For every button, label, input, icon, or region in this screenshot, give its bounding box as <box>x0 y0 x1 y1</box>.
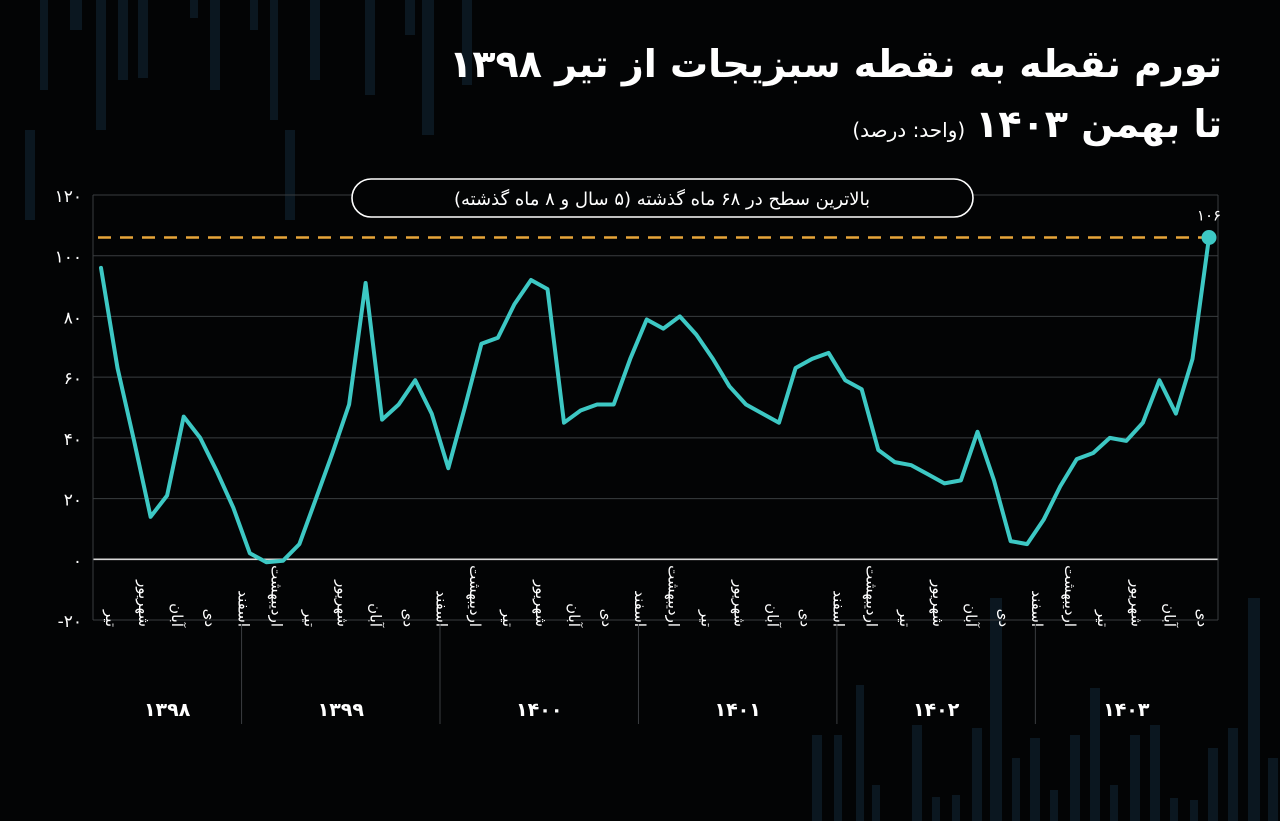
background-bar <box>70 0 82 30</box>
background-bar <box>1228 728 1238 821</box>
background-bar <box>190 0 198 18</box>
background-bar <box>138 0 148 78</box>
title-line2: تا بهمن ۱۴۰۳ <box>975 102 1222 146</box>
x-tick-label: شهریور <box>929 579 947 627</box>
y-tick-label: ۰ <box>73 551 82 571</box>
year-label: ۱۴۰۲ <box>913 699 960 721</box>
x-tick-label: آبان <box>764 603 782 628</box>
x-tick-label: تیر <box>300 609 318 627</box>
background-bar <box>422 0 434 135</box>
background-bar <box>932 797 940 821</box>
background-bar <box>405 0 415 35</box>
background-bar <box>972 728 982 821</box>
x-tick-label: اسفند <box>1028 590 1046 627</box>
x-tick-label: اسفند <box>830 590 848 627</box>
x-tick-label: دی <box>201 609 219 627</box>
x-tick-label: تیر <box>896 609 914 627</box>
background-bar <box>210 0 220 90</box>
title-line1: تورم نقطه به نقطه سبزیجات از تیر ۱۳۹۸ <box>449 42 1222 86</box>
x-tick-label: اردیبهشت <box>1061 565 1079 627</box>
background-bar <box>1130 735 1140 821</box>
y-tick-label: ۲۰ <box>64 491 82 511</box>
x-tick-label: آبان <box>962 603 980 628</box>
last-point-marker <box>1201 230 1217 245</box>
x-tick-label: دی <box>1194 609 1212 627</box>
year-label: ۱۳۹۹ <box>318 699 365 721</box>
year-label: ۱۴۰۳ <box>1103 699 1150 721</box>
x-tick-label: اردیبهشت <box>863 565 881 627</box>
background-bar <box>912 725 922 821</box>
background-bar <box>990 598 1002 821</box>
chart-title-second-line: تا بهمن ۱۴۰۳ (واحد: درصد) <box>852 98 1222 158</box>
x-tick-label: شهریور <box>730 579 748 627</box>
background-bar <box>96 0 106 130</box>
x-tick-label: آبان <box>565 603 583 628</box>
x-tick-label: دی <box>995 609 1013 627</box>
background-bar <box>285 130 295 220</box>
x-tick-label: اردیبهشت <box>466 565 484 627</box>
y-tick-label: ۴۰ <box>64 430 82 450</box>
background-bar <box>40 0 48 90</box>
background-bar <box>1170 798 1178 821</box>
background-bar <box>1070 735 1080 821</box>
last-point-label: ۱۰۶ <box>1197 207 1221 225</box>
year-label: ۱۳۹۸ <box>144 699 191 721</box>
y-tick-label: ۸۰ <box>64 308 82 328</box>
x-tick-label: تیر <box>1094 609 1112 627</box>
x-tick-label: دی <box>797 609 815 627</box>
x-tick-label: شهریور <box>1127 579 1145 627</box>
background-bar <box>952 795 960 821</box>
x-tick-label: تیر <box>697 609 715 627</box>
background-bar <box>365 0 375 95</box>
x-tick-label: دی <box>400 609 418 627</box>
y-tick-label: ۶۰ <box>64 369 82 389</box>
background-bar <box>270 0 278 120</box>
background-bar <box>1110 785 1118 821</box>
background-bar <box>1012 758 1020 821</box>
background-bar <box>1248 598 1260 821</box>
background-bar <box>25 130 35 220</box>
y-tick-label: ۱۲۰ <box>55 187 82 207</box>
background-bar <box>812 735 822 821</box>
x-tick-label: تیر <box>102 609 120 627</box>
background-bar <box>250 0 258 30</box>
background-bar <box>856 685 864 821</box>
annotation-text: بالاترین سطح در ۶۸ ماه گذشته (۵ سال و ۸ … <box>454 188 870 210</box>
chart-title: تورم نقطه به نقطه سبزیجات از تیر ۱۳۹۸ <box>449 38 1222 90</box>
background-bar <box>462 0 472 85</box>
background-bar <box>1190 800 1198 821</box>
x-tick-label: آبان <box>168 603 186 628</box>
y-tick-label: ۱۰۰ <box>55 248 82 268</box>
x-tick-label: اردیبهشت <box>267 565 285 627</box>
background-bar <box>118 0 128 80</box>
background-bar <box>872 785 880 821</box>
y-tick-label: -۲۰ <box>58 612 82 632</box>
x-tick-label: تیر <box>499 609 517 627</box>
x-tick-label: آبان <box>1160 603 1178 628</box>
x-tick-label: اردیبهشت <box>664 565 682 627</box>
year-label: ۱۴۰۰ <box>516 699 562 721</box>
x-tick-label: آبان <box>367 603 385 628</box>
x-tick-label: شهریور <box>135 579 153 627</box>
background-bar <box>834 735 842 821</box>
year-label: ۱۴۰۱ <box>714 699 760 721</box>
annotation-box <box>351 178 974 218</box>
x-tick-label: شهریور <box>334 579 352 627</box>
x-tick-label: اسفند <box>631 590 649 627</box>
series-line <box>99 235 1211 565</box>
background-bar <box>1208 748 1218 821</box>
background-bar <box>1150 725 1160 821</box>
background-bar <box>310 0 320 80</box>
background-bar <box>1268 758 1278 821</box>
x-tick-label: اسفند <box>433 590 451 627</box>
x-tick-label: اسفند <box>234 590 252 627</box>
x-tick-label: شهریور <box>532 579 550 627</box>
x-tick-label: دی <box>598 609 616 627</box>
background-bar <box>1090 688 1100 821</box>
background-bar <box>1030 738 1040 821</box>
unit-label: (واحد: درصد) <box>852 118 966 142</box>
background-bar <box>1050 790 1058 821</box>
